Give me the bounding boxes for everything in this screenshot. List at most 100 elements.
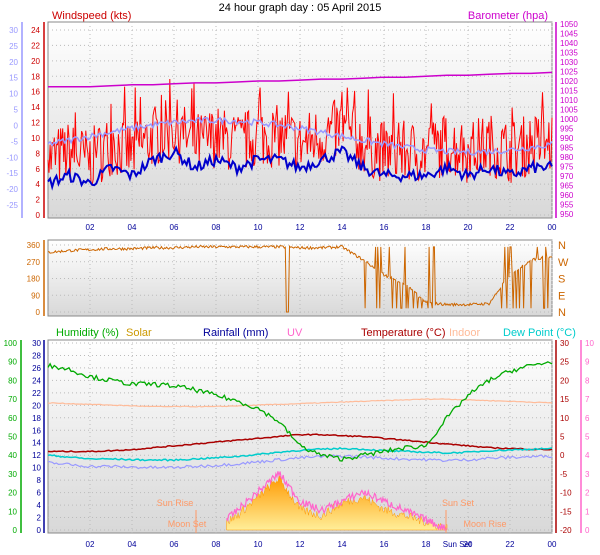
- panel2-series: [47, 244, 553, 313]
- x-tick-label: 00: [548, 223, 557, 232]
- barometer-tick-label: 995: [560, 125, 574, 134]
- far-left-tick-label: 20: [9, 58, 18, 67]
- compass-tick-label: E: [558, 290, 565, 302]
- humidity-tick-label: 60: [8, 414, 17, 423]
- barometer-tick-label: 955: [560, 201, 574, 210]
- barometer-tick-label: 1035: [560, 49, 578, 58]
- x-tick-label: 18: [422, 223, 431, 232]
- panel1-right-axis: 1050104510401035103010251020101510101005…: [555, 20, 578, 219]
- windspeed-tick-label: 0: [36, 211, 41, 220]
- humidity-line: [47, 361, 553, 462]
- legend-solar: Solar: [126, 327, 152, 339]
- x-tick-label: 06: [170, 540, 179, 549]
- x-tick-label: 22: [506, 540, 515, 549]
- far-left-tick-label: 0: [14, 121, 19, 130]
- x-tick-label: 16: [380, 540, 389, 549]
- rainfall-tick-label: 28: [32, 351, 41, 360]
- barometer-tick-label: 980: [560, 153, 574, 162]
- windspeed-tick-label: 14: [31, 103, 40, 112]
- uv-tick-label: 7: [585, 395, 590, 404]
- compass-tick-label: W: [558, 257, 569, 269]
- rainfall-tick-label: 24: [32, 376, 41, 385]
- x-tick-label: 06: [170, 223, 179, 232]
- sun-set-x-label: Sun Set: [443, 540, 472, 549]
- x-tick-label: 16: [380, 223, 389, 232]
- barometer-tick-label: 990: [560, 134, 574, 143]
- legend-humidity: Humidity (%): [56, 327, 119, 339]
- panel3-grid: [48, 340, 553, 533]
- temperature-tick-label: 15: [560, 395, 569, 404]
- barometer-tick-label: 1050: [560, 20, 578, 29]
- compass-tick-label: S: [558, 274, 565, 286]
- windspeed-tick-label: 12: [31, 119, 40, 128]
- temperature-tick-label: 20: [560, 376, 569, 385]
- moon-set-label: Moon Set: [168, 519, 207, 529]
- windspeed-axis-title: Windspeed (kts): [52, 10, 131, 22]
- barometer-tick-label: 1045: [560, 30, 578, 39]
- legend-rainfall: Rainfall (mm): [203, 327, 268, 339]
- humidity-tick-label: 30: [8, 470, 17, 479]
- far-left-tick-label: -20: [6, 185, 18, 194]
- windspeed-tick-label: 20: [31, 57, 40, 66]
- far-left-tick-label: -5: [11, 137, 19, 146]
- temperature-tick-label: 25: [560, 358, 569, 367]
- barometer-tick-label: 960: [560, 191, 574, 200]
- panel1-far-left-axis: 30 25 20 15 10 5 0 -5 -10 -15 -20 -25: [6, 22, 23, 218]
- x-tick-label: 04: [128, 540, 137, 549]
- x-tick-label: 10: [254, 223, 263, 232]
- rainfall-tick-label: 8: [37, 476, 42, 485]
- barometer-tick-label: 1030: [560, 58, 578, 67]
- windspeed-tick-label: 4: [36, 180, 41, 189]
- barometer-axis-title: Barometer (hpa): [468, 10, 548, 22]
- panel1-series: [47, 71, 553, 191]
- uv-tick-label: 6: [585, 414, 590, 423]
- x-tick-label: 14: [338, 540, 347, 549]
- rainfall-tick-label: 16: [32, 426, 41, 435]
- far-left-tick-label: 25: [9, 42, 18, 51]
- uv-tick-label: 0: [585, 526, 590, 535]
- temperature-tick-label: 5: [560, 433, 565, 442]
- barometer-tick-label: 1025: [560, 68, 578, 77]
- direction-tick-label: 180: [27, 275, 41, 284]
- legend-uv: UV: [287, 327, 303, 339]
- rainfall-tick-label: 22: [32, 389, 41, 398]
- windspeed-tick-label: 18: [31, 72, 40, 81]
- barometer-line: [48, 71, 553, 88]
- barometer-tick-label: 1040: [560, 39, 578, 48]
- rainfall-tick-label: 18: [32, 414, 41, 423]
- barometer-tick-label: 1015: [560, 87, 578, 96]
- windspeed-tick-label: 6: [36, 165, 41, 174]
- graph-title: 24 hour graph day : 05 April 2015: [219, 2, 382, 14]
- uv-tick-label: 4: [585, 451, 590, 460]
- x-tick-label: 12: [296, 223, 305, 232]
- wind-chill-line: [47, 116, 553, 157]
- compass-tick-label: N: [558, 307, 566, 319]
- rainfall-tick-label: 4: [37, 501, 42, 510]
- uv-tick-label: 8: [585, 376, 590, 385]
- far-left-tick-label: 10: [9, 90, 18, 99]
- x-tick-label: 12: [296, 540, 305, 549]
- barometer-tick-label: 985: [560, 144, 574, 153]
- rainfall-tick-label: 0: [37, 526, 42, 535]
- windspeed-tick-label: 24: [31, 26, 40, 35]
- direction-tick-label: 0: [36, 308, 41, 317]
- humidity-tick-label: 80: [8, 376, 17, 385]
- temperature-tick-label: -15: [560, 507, 572, 516]
- x-tick-label: 18: [422, 540, 431, 549]
- x-tick-label: 10: [254, 540, 263, 549]
- rainfall-tick-label: 20: [32, 401, 41, 410]
- wind-direction-line: [47, 244, 553, 313]
- barometer-tick-label: 965: [560, 182, 574, 191]
- dew-point-line: [47, 446, 553, 462]
- legend-temperature: Temperature (°C): [361, 327, 445, 339]
- direction-tick-label: 270: [27, 258, 41, 267]
- humidity-tick-label: 10: [8, 507, 17, 516]
- humidity-tick-label: 0: [13, 526, 18, 535]
- x-tick-label: 20: [464, 223, 473, 232]
- moon-rise-label: Moon Rise: [463, 519, 506, 529]
- x-tick-label: 02: [86, 540, 95, 549]
- x-tick-label: 14: [338, 223, 347, 232]
